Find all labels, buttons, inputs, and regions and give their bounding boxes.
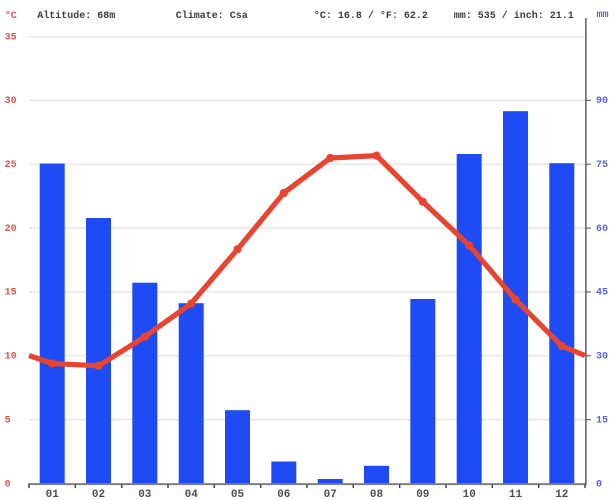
- svg-text:08: 08: [370, 489, 384, 500]
- svg-text:60: 60: [596, 224, 608, 235]
- svg-text:01: 01: [46, 489, 60, 500]
- svg-text:30: 30: [596, 352, 608, 363]
- svg-text:07: 07: [324, 489, 337, 500]
- svg-text:02: 02: [92, 489, 105, 500]
- svg-text:12: 12: [555, 489, 568, 500]
- svg-text:45: 45: [596, 288, 608, 299]
- svg-text:75: 75: [596, 160, 608, 171]
- svg-text:20: 20: [5, 224, 17, 235]
- svg-text:06: 06: [277, 489, 290, 500]
- svg-text:Climate: Csa: Climate: Csa: [176, 10, 248, 22]
- svg-text:11: 11: [509, 489, 523, 500]
- svg-text:35: 35: [5, 32, 17, 43]
- svg-text:30: 30: [5, 96, 17, 107]
- svg-text:5: 5: [5, 415, 11, 426]
- svg-text:°C: °C: [5, 10, 17, 22]
- svg-text:90: 90: [596, 96, 608, 107]
- svg-text:10: 10: [463, 489, 476, 500]
- svg-text:mm: mm: [597, 10, 609, 21]
- svg-text:10: 10: [5, 352, 17, 363]
- svg-text:15: 15: [596, 415, 608, 426]
- svg-text:04: 04: [185, 489, 199, 500]
- svg-text:25: 25: [5, 160, 17, 171]
- svg-text:0: 0: [5, 479, 11, 490]
- svg-text:05: 05: [231, 489, 245, 500]
- svg-text:°C: 16.8 / °F: 62.2: °C: 16.8 / °F: 62.2: [314, 10, 428, 22]
- svg-text:09: 09: [416, 489, 429, 500]
- svg-text:03: 03: [138, 489, 152, 500]
- svg-text:mm: 535 / inch: 21.1: mm: 535 / inch: 21.1: [454, 10, 574, 22]
- svg-text:0: 0: [596, 479, 602, 490]
- svg-text:15: 15: [5, 288, 17, 299]
- svg-text:Altitude: 68m: Altitude: 68m: [37, 10, 115, 22]
